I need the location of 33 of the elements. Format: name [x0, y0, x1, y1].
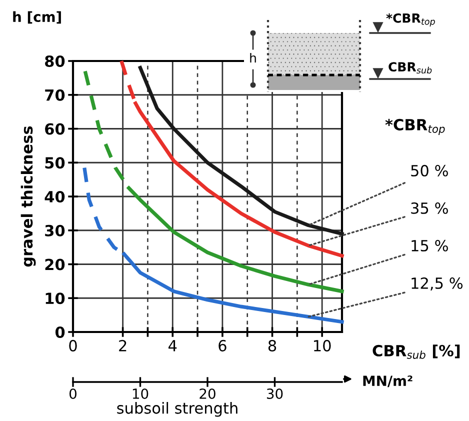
text: h [cm]	[13, 11, 61, 24]
y-axis-title: gravel thickness	[20, 126, 36, 267]
line-series	[138, 66, 344, 236]
text: 12,5 %	[412, 277, 463, 290]
text: 50 %	[411, 164, 448, 176]
x2-tick-label: 8	[268, 340, 276, 352]
y-tick-label: 0	[55, 326, 65, 338]
y-tick-label: 80	[45, 55, 65, 68]
x2-tick-label: 6	[218, 340, 226, 352]
x-tick-label: 0	[69, 388, 76, 399]
y-tick-label: 10	[46, 292, 65, 304]
legend-title: *CBR$_{top}$	[385, 118, 445, 135]
annotation: h	[250, 52, 256, 62]
text: 15 %	[412, 240, 448, 252]
x-tick-label: 30	[266, 388, 283, 399]
y-tick-label: 20	[45, 258, 65, 270]
text: *CBR$_{top}$	[386, 13, 435, 27]
x2-tick-label: 10	[314, 340, 331, 352]
x-tick-label: 10	[132, 388, 148, 399]
text: CBR$_{sub}$	[388, 62, 432, 74]
x2-tick-label: 4	[168, 340, 177, 352]
y-tick-label: 70	[45, 89, 65, 101]
text: 35 %	[411, 202, 448, 214]
y-tick-label: 40	[44, 190, 65, 203]
y-tick-label: 60	[45, 123, 65, 135]
x2-tick-label: 0	[69, 340, 77, 352]
y-tick-label: 30	[45, 224, 65, 236]
x-axis-title: subsoil strength	[117, 402, 238, 417]
y-tick-label: 50	[45, 157, 65, 169]
x2-axis-title: CBR$_{sub}$ [%]	[372, 344, 460, 359]
x-tick-label: 20	[200, 388, 216, 399]
x2-tick-label: 2	[119, 340, 126, 352]
text: MN/m²	[363, 376, 412, 388]
